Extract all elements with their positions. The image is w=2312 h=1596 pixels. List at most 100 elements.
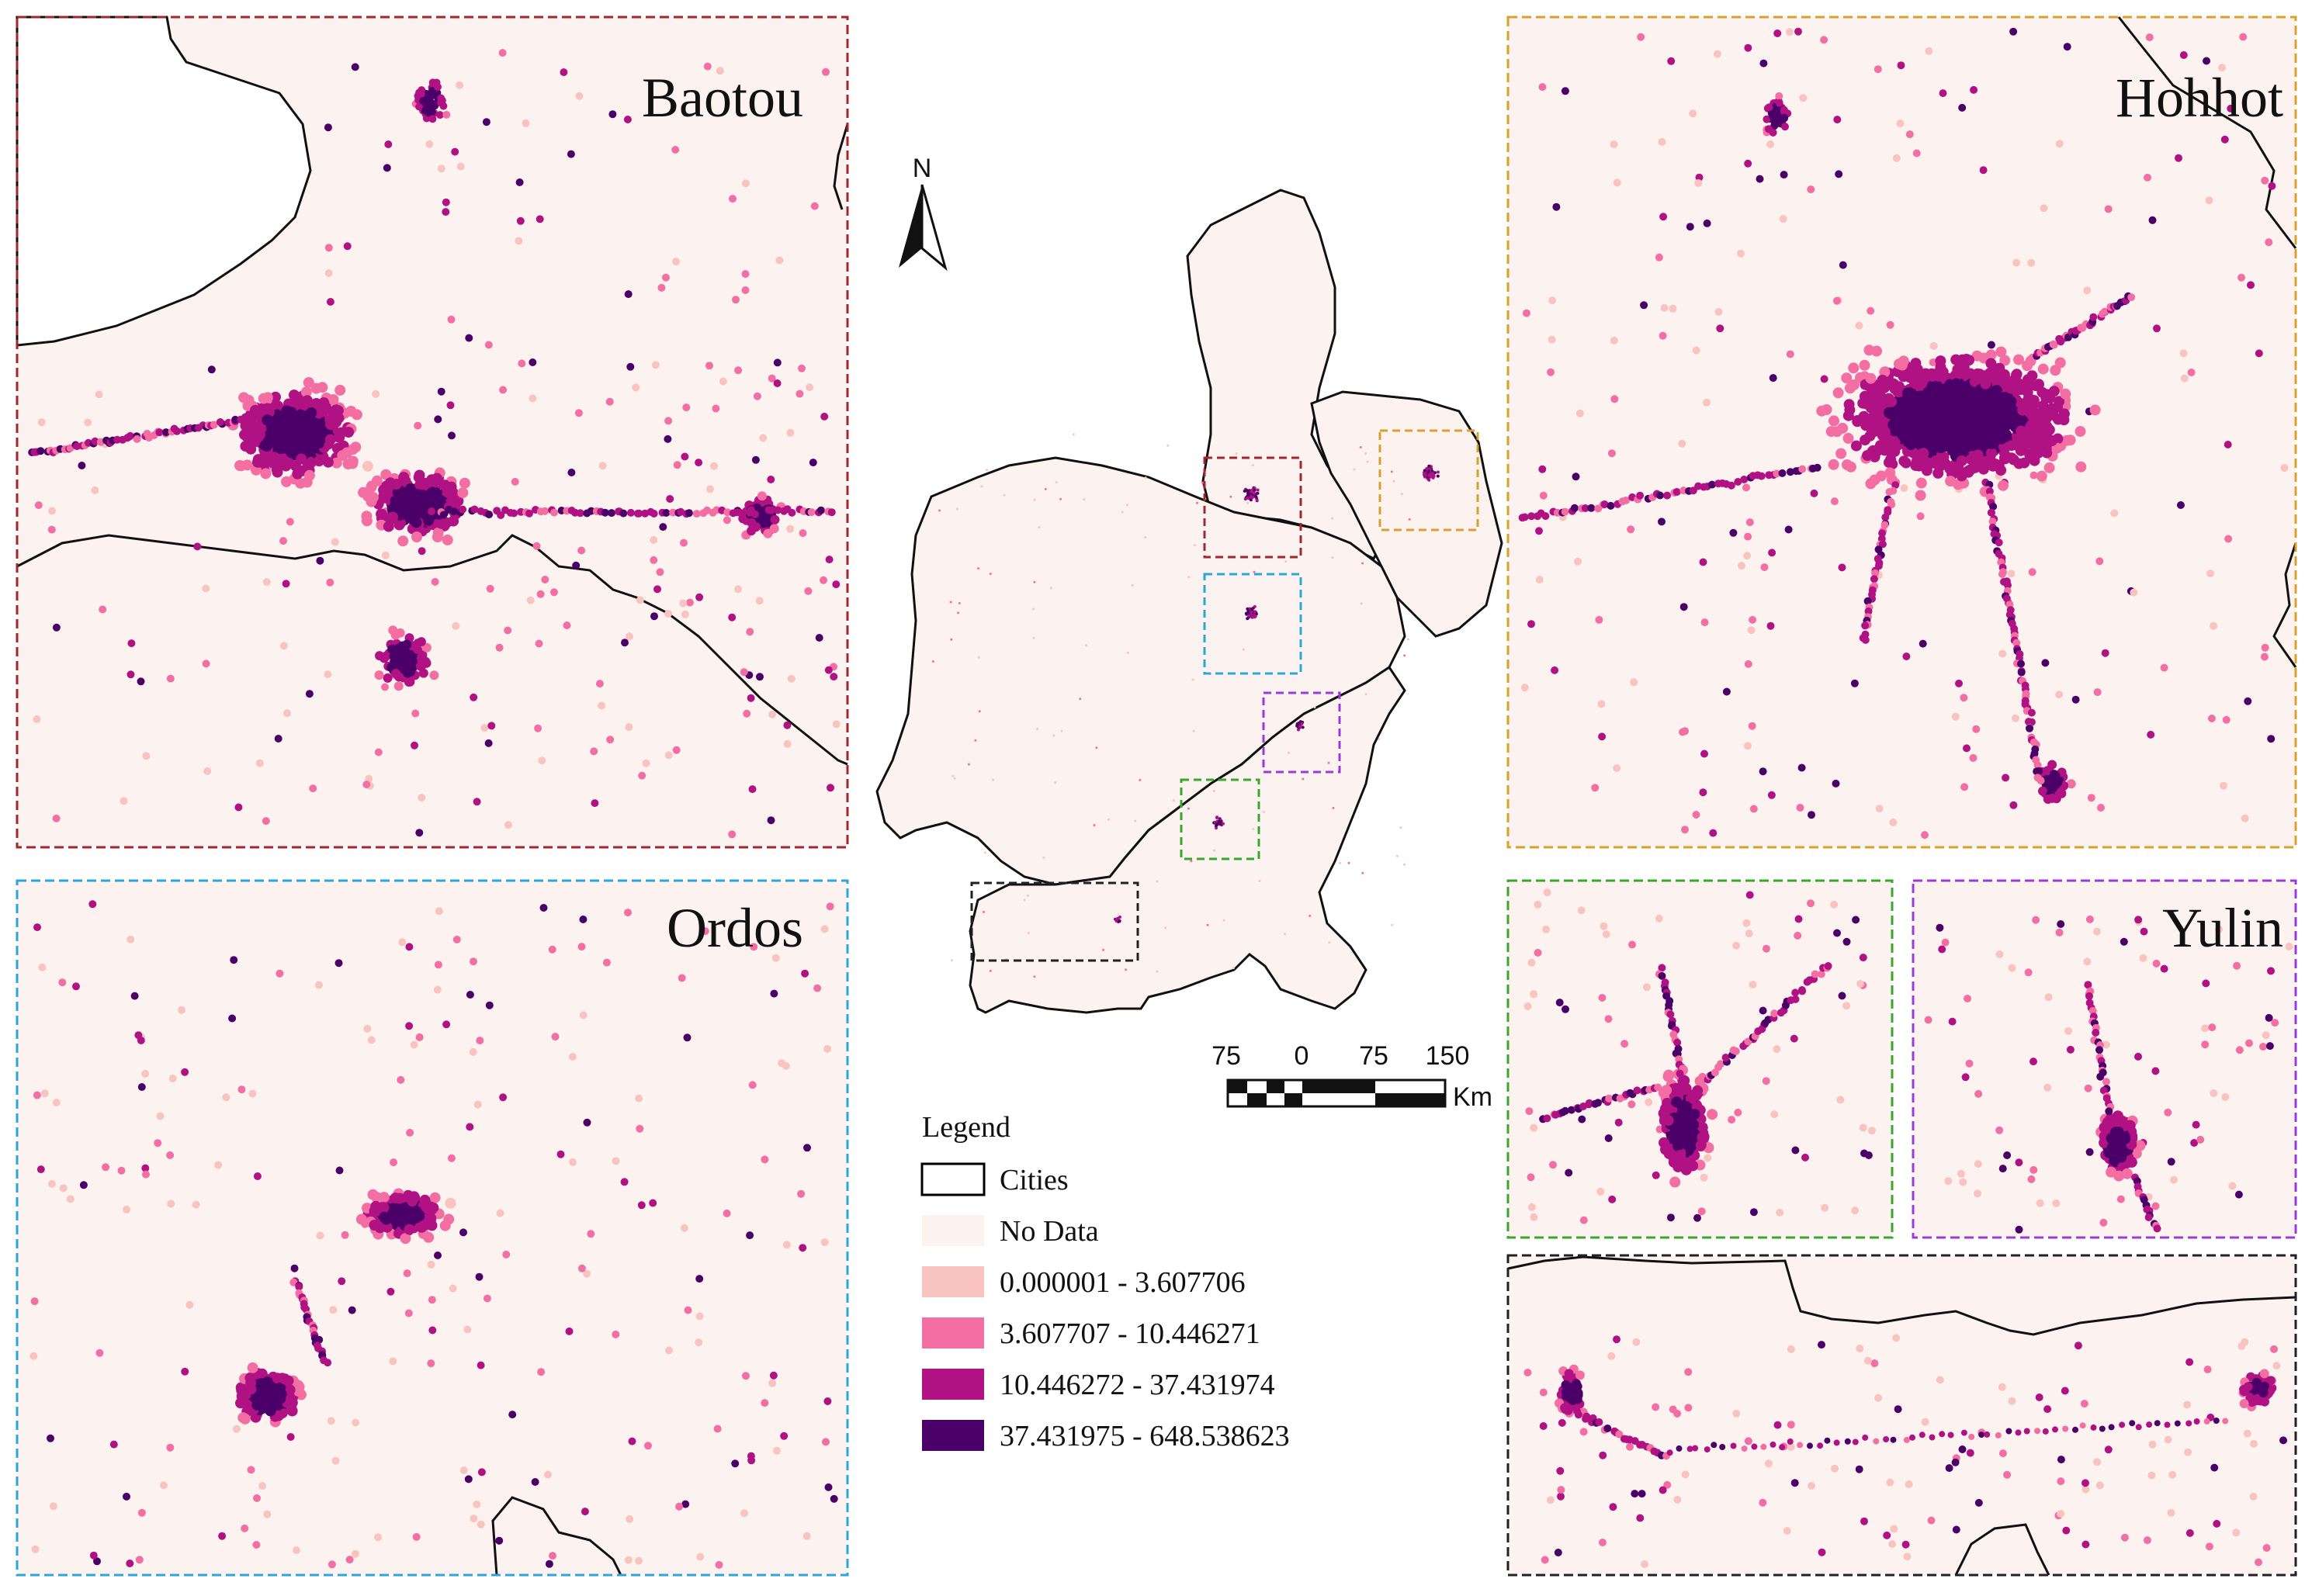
density-cell [1842, 432, 1854, 444]
density-cell [531, 1478, 539, 1486]
density-cell [682, 403, 691, 412]
density-cell [1732, 941, 1741, 950]
density-cell [1730, 1442, 1737, 1449]
density-cell [1745, 891, 1754, 899]
density-cell [1953, 479, 1964, 490]
density-cell [2092, 927, 2101, 936]
density-cell [2235, 1046, 2244, 1054]
density-cell [751, 455, 760, 464]
density-cell [2052, 1199, 2061, 1207]
density-cell [1956, 455, 1967, 466]
density-cell [2187, 369, 2196, 376]
density-cell [2153, 324, 2161, 333]
density-cell [2250, 1439, 2258, 1448]
density-cell [415, 1033, 424, 1041]
density-cell [250, 404, 261, 416]
density-cell [411, 741, 418, 750]
density-cell [1538, 83, 1547, 92]
density-cell [34, 501, 43, 510]
density-cell [1613, 764, 1621, 772]
density-cell [536, 590, 545, 598]
density-cell [1833, 1439, 1840, 1446]
density-cell [1856, 980, 1865, 988]
hohhot-boundary [2117, 16, 2297, 249]
density-cell [695, 1275, 704, 1283]
density-cell [560, 68, 568, 77]
density-cell [823, 1044, 832, 1053]
density-cell [2009, 801, 2018, 809]
density-cell [587, 507, 595, 515]
density-cell [309, 784, 317, 793]
density-cell [1673, 1409, 1681, 1418]
density-cell [421, 642, 432, 653]
density-cell [286, 518, 294, 526]
density-cell [1911, 410, 1922, 421]
density-cell [2134, 1052, 2142, 1061]
density-cell [334, 959, 343, 968]
density-cell [1666, 1213, 1675, 1222]
density-cell [635, 1556, 643, 1565]
density-cell [746, 1231, 754, 1240]
density-cell [2028, 568, 2036, 576]
density-cell [606, 736, 615, 744]
density-cell [390, 647, 400, 656]
density-cell [1938, 451, 1950, 462]
density-cell [680, 1224, 688, 1232]
density-cell [2099, 1425, 2106, 1432]
density-cell [48, 507, 57, 515]
density-cell [314, 455, 325, 467]
density-cell [681, 452, 689, 461]
density-cell [404, 1224, 415, 1235]
density-cell [1658, 971, 1666, 980]
density-cell [203, 767, 212, 775]
density-cell [88, 900, 97, 909]
density-cell [1252, 491, 1256, 495]
density-cell [2213, 1519, 2221, 1528]
density-cell [1985, 487, 1994, 496]
density-cell [1791, 1146, 1800, 1155]
density-cell [657, 283, 666, 292]
density-cell [716, 67, 724, 75]
density-cell [1610, 140, 1618, 149]
density-cell [1523, 1369, 1532, 1376]
density-cell [2102, 1040, 2110, 1049]
density-cell [1768, 549, 1776, 557]
density-cell [1700, 750, 1708, 758]
density-cell [324, 123, 332, 132]
density-cell [2079, 1422, 2086, 1429]
density-cell [1561, 507, 1569, 516]
density-cell [1941, 938, 1950, 947]
density-cell [1640, 301, 1648, 310]
density-cell [2255, 349, 2263, 358]
density-cell [1995, 346, 2007, 358]
density-cell [1887, 378, 1898, 389]
density-cell [1527, 1173, 1535, 1182]
density-cell [2174, 1420, 2181, 1427]
density-cell [40, 1089, 49, 1098]
density-cell [2030, 380, 2042, 392]
density-cell [807, 508, 816, 517]
density-cell [253, 1172, 262, 1180]
density-cell [2241, 1338, 2249, 1346]
density-cell [374, 748, 383, 756]
density-cell [255, 759, 264, 767]
density-cell [329, 1306, 338, 1314]
density-cell [1875, 805, 1884, 813]
density-cell [1254, 495, 1258, 499]
density-cell [2143, 1536, 2151, 1545]
density-cell [1699, 558, 1707, 566]
density-cell [537, 1368, 546, 1376]
density-cell [442, 198, 450, 206]
density-cell [734, 585, 743, 594]
density-cell [428, 1326, 437, 1335]
density-cell [1801, 1153, 1809, 1162]
density-cell [1787, 1442, 1795, 1451]
hohhot-panel: Hohhot [1506, 16, 2297, 849]
density-cell [1767, 791, 1776, 799]
density-cell [1923, 406, 1934, 417]
density-cell [2017, 660, 2025, 668]
density-cell [1900, 484, 1908, 492]
density-cell [2183, 1400, 2191, 1409]
density-cell [91, 437, 99, 445]
density-cell [2148, 216, 2157, 224]
